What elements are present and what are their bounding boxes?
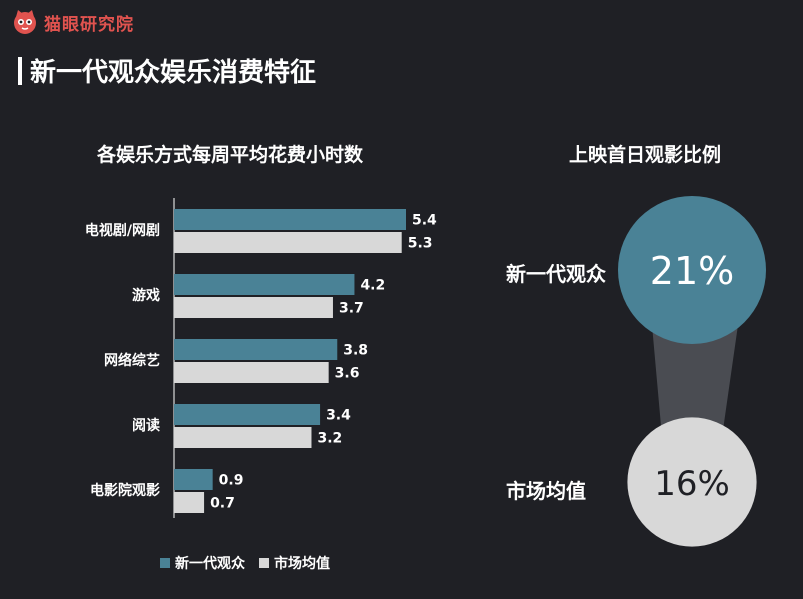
data-label: 3.7: [339, 301, 364, 317]
bar-new: [174, 469, 213, 490]
comparison-label-market: 市场均值: [506, 479, 586, 503]
bar-market: [174, 492, 205, 513]
value-label-new: 21%: [650, 249, 734, 293]
data-label: 5.3: [408, 236, 433, 252]
bar-new: [174, 404, 321, 425]
data-label: 5.4: [412, 213, 437, 229]
category-label: 电视剧/网剧: [85, 222, 160, 239]
category-label: 阅读: [132, 417, 160, 434]
legend-swatch-new: [160, 558, 170, 568]
funnel-connector: [652, 325, 738, 437]
legend-item-market: 市场均值: [259, 553, 330, 573]
value-label-market: 16%: [654, 464, 730, 504]
data-label: 3.4: [326, 408, 351, 424]
bar-new: [174, 339, 338, 360]
comparison-chart: 21% 16%: [618, 196, 766, 547]
title-accent-bar: [18, 56, 22, 85]
brand: 猫眼研究院: [12, 9, 134, 35]
brand-name: 猫眼研究院: [44, 14, 134, 35]
category-label: 网络综艺: [104, 352, 160, 369]
category-label: 游戏: [132, 287, 160, 304]
comparison-label-new: 新一代观众: [506, 262, 606, 286]
data-label: 0.7: [210, 496, 235, 512]
bar-market: [174, 297, 333, 318]
data-label: 3.8: [343, 343, 368, 359]
page-title: 新一代观众娱乐消费特征: [18, 52, 316, 89]
bar-market: [174, 362, 329, 383]
data-label: 0.9: [219, 473, 244, 489]
bar-chart-title: 各娱乐方式每周平均花费小时数: [96, 144, 363, 166]
comparison-chart-title: 上映首日观影比例: [568, 144, 721, 166]
bubble-market: [627, 417, 757, 547]
category-label: 电影院观影: [90, 482, 160, 499]
cat-face-icon: [14, 10, 36, 34]
legend-swatch-market: [259, 558, 269, 568]
legend-label-new: 新一代观众: [175, 556, 245, 572]
page-title-text: 新一代观众娱乐消费特征: [30, 58, 317, 88]
data-label: 4.2: [360, 278, 385, 294]
bar-market: [174, 427, 312, 448]
bar-new: [174, 209, 406, 230]
legend-label-market: 市场均值: [274, 556, 330, 572]
bar-chart-legend: 新一代观众 市场均值: [160, 553, 330, 573]
bar-market: [174, 232, 402, 253]
data-label: 3.6: [335, 366, 360, 382]
bar-new: [174, 274, 355, 295]
bubble-new: [618, 196, 766, 344]
bar-chart: 电视剧/网剧 5.4 5.3 游戏 4.2 3.7 网络综艺 3.8 3.6 阅读 3.4 3.2 电影…: [85, 198, 437, 518]
legend-item-new: 新一代观众: [160, 553, 245, 573]
data-label: 3.2: [317, 431, 342, 447]
